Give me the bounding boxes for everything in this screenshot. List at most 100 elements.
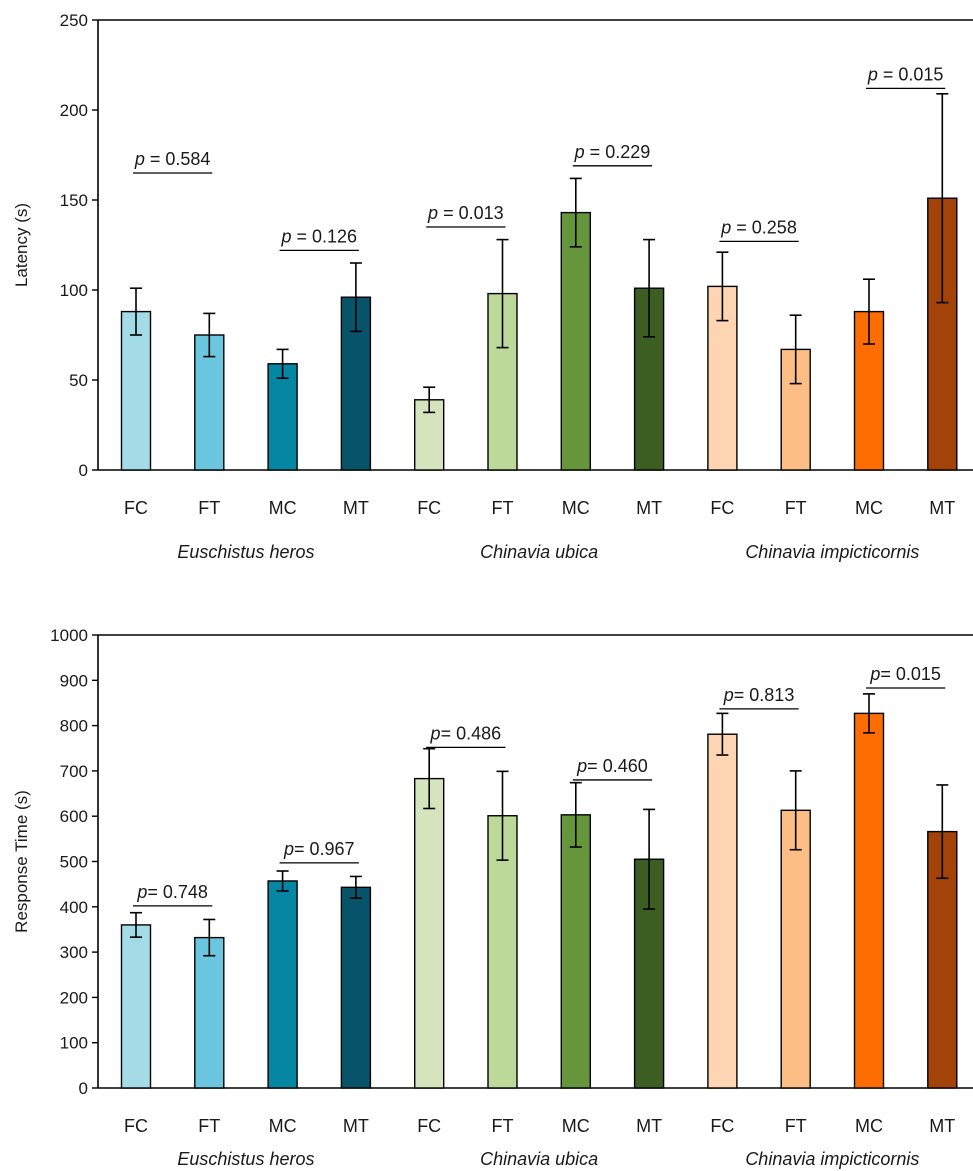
p-value: 0.126 — [312, 226, 357, 246]
y-tick-label: 200 — [60, 988, 88, 1007]
p-value: 0.813 — [749, 685, 794, 705]
x-category-label: FT — [785, 498, 807, 518]
x-category-label: FT — [785, 1116, 807, 1136]
p-letter: p — [723, 685, 734, 705]
p-letter: p — [867, 64, 878, 84]
bar — [414, 777, 445, 1089]
x-category-label: MC — [855, 498, 883, 518]
x-category-label: MT — [343, 1116, 369, 1136]
bar — [267, 363, 298, 471]
group-label: Chinavia ubica — [480, 542, 598, 562]
x-category-label: FC — [417, 498, 441, 518]
bar — [853, 712, 885, 1089]
p-value-label: p = 0.229 — [574, 142, 651, 162]
x-category-label: FC — [417, 1116, 441, 1136]
p-letter: p — [720, 217, 731, 237]
p-value-label: p= 0.486 — [430, 723, 502, 743]
p-value-label: p= 0.967 — [283, 839, 355, 859]
y-tick-label: 700 — [60, 762, 88, 781]
p-value-label: p= 0.015 — [869, 664, 941, 684]
p-value: 0.015 — [896, 664, 941, 684]
p-value-label: p= 0.813 — [723, 685, 795, 705]
bar — [560, 814, 591, 1089]
y-tick-label: 100 — [60, 1034, 88, 1053]
bar — [340, 886, 372, 1089]
bar — [120, 924, 152, 1089]
y-axis-title: Response Time (s) — [12, 790, 31, 933]
x-category-label: MC — [269, 1116, 297, 1136]
p-value: 0.460 — [603, 756, 648, 776]
y-tick-label: 100 — [60, 281, 88, 300]
bar — [707, 733, 738, 1089]
p-letter: p — [576, 756, 587, 776]
x-category-label: MC — [562, 498, 590, 518]
p-value: 0.584 — [165, 149, 210, 169]
x-category-label: FC — [710, 498, 734, 518]
y-tick-label: 150 — [60, 191, 88, 210]
y-tick-label: 0 — [79, 1079, 88, 1098]
x-category-label: FT — [492, 498, 514, 518]
p-separator: = — [438, 203, 459, 223]
bar — [560, 211, 591, 471]
x-category-label: MT — [929, 498, 955, 518]
p-letter: p — [574, 142, 585, 162]
chart-panel-2: 0 100 200 300 400 500 600 700 800 900 1000 Response… — [12, 626, 973, 1169]
p-separator: = — [878, 64, 899, 84]
p-separator: = — [734, 685, 750, 705]
y-tick-label: 200 — [60, 101, 88, 120]
x-category-label: FT — [198, 1116, 220, 1136]
group-label: Euschistus heros — [177, 542, 314, 562]
p-separator: = — [291, 226, 312, 246]
y-axis-title: Latency (s) — [12, 203, 31, 287]
x-category-label: FC — [124, 498, 148, 518]
bar — [267, 880, 298, 1089]
x-category-label: MT — [636, 1116, 662, 1136]
x-category-label: MC — [562, 1116, 590, 1136]
group-label: Euschistus heros — [177, 1149, 314, 1169]
p-value: 0.229 — [605, 142, 650, 162]
p-separator: = — [441, 723, 457, 743]
p-value-label: p = 0.013 — [427, 203, 504, 223]
p-separator: = — [585, 142, 606, 162]
p-value-label: p = 0.584 — [134, 149, 211, 169]
x-category-label: FC — [124, 1116, 148, 1136]
p-value-label: p = 0.126 — [280, 226, 357, 246]
y-tick-label: 1000 — [50, 626, 88, 645]
p-value-label: p = 0.015 — [867, 64, 944, 84]
y-tick-label: 800 — [60, 717, 88, 736]
p-separator: = — [294, 839, 310, 859]
p-letter: p — [869, 664, 880, 684]
chart-panel-1: 0 50 100 150 200 250 Latency (s) FC FT MC MT FC FT MC… — [12, 11, 973, 562]
bar — [194, 936, 225, 1089]
p-separator: = — [731, 217, 752, 237]
p-letter: p — [283, 839, 294, 859]
p-separator: = — [147, 882, 163, 902]
x-category-label: FT — [492, 1116, 514, 1136]
x-category-label: MT — [929, 1116, 955, 1136]
y-tick-label: 50 — [69, 371, 88, 390]
p-separator: = — [880, 664, 896, 684]
group-label: Chinavia ubica — [480, 1149, 598, 1169]
x-category-label: FT — [198, 498, 220, 518]
p-letter: p — [134, 149, 145, 169]
p-letter: p — [136, 882, 147, 902]
p-value-label: p= 0.460 — [576, 756, 648, 776]
p-value: 0.967 — [309, 839, 354, 859]
x-category-label: MT — [636, 498, 662, 518]
y-tick-label: 300 — [60, 943, 88, 962]
y-tick-label: 500 — [60, 853, 88, 872]
y-tick-label: 250 — [60, 11, 88, 30]
y-tick-label: 900 — [60, 671, 88, 690]
x-category-label: MC — [855, 1116, 883, 1136]
x-category-label: MT — [343, 498, 369, 518]
p-value-label: p= 0.748 — [136, 882, 208, 902]
x-category-label: FC — [710, 1116, 734, 1136]
group-label: Chinavia impicticornis — [745, 542, 919, 562]
p-letter: p — [280, 226, 291, 246]
p-letter: p — [427, 203, 438, 223]
p-value: 0.486 — [456, 723, 501, 743]
p-letter: p — [430, 723, 441, 743]
p-value: 0.015 — [898, 64, 943, 84]
y-tick-label: 400 — [60, 898, 88, 917]
